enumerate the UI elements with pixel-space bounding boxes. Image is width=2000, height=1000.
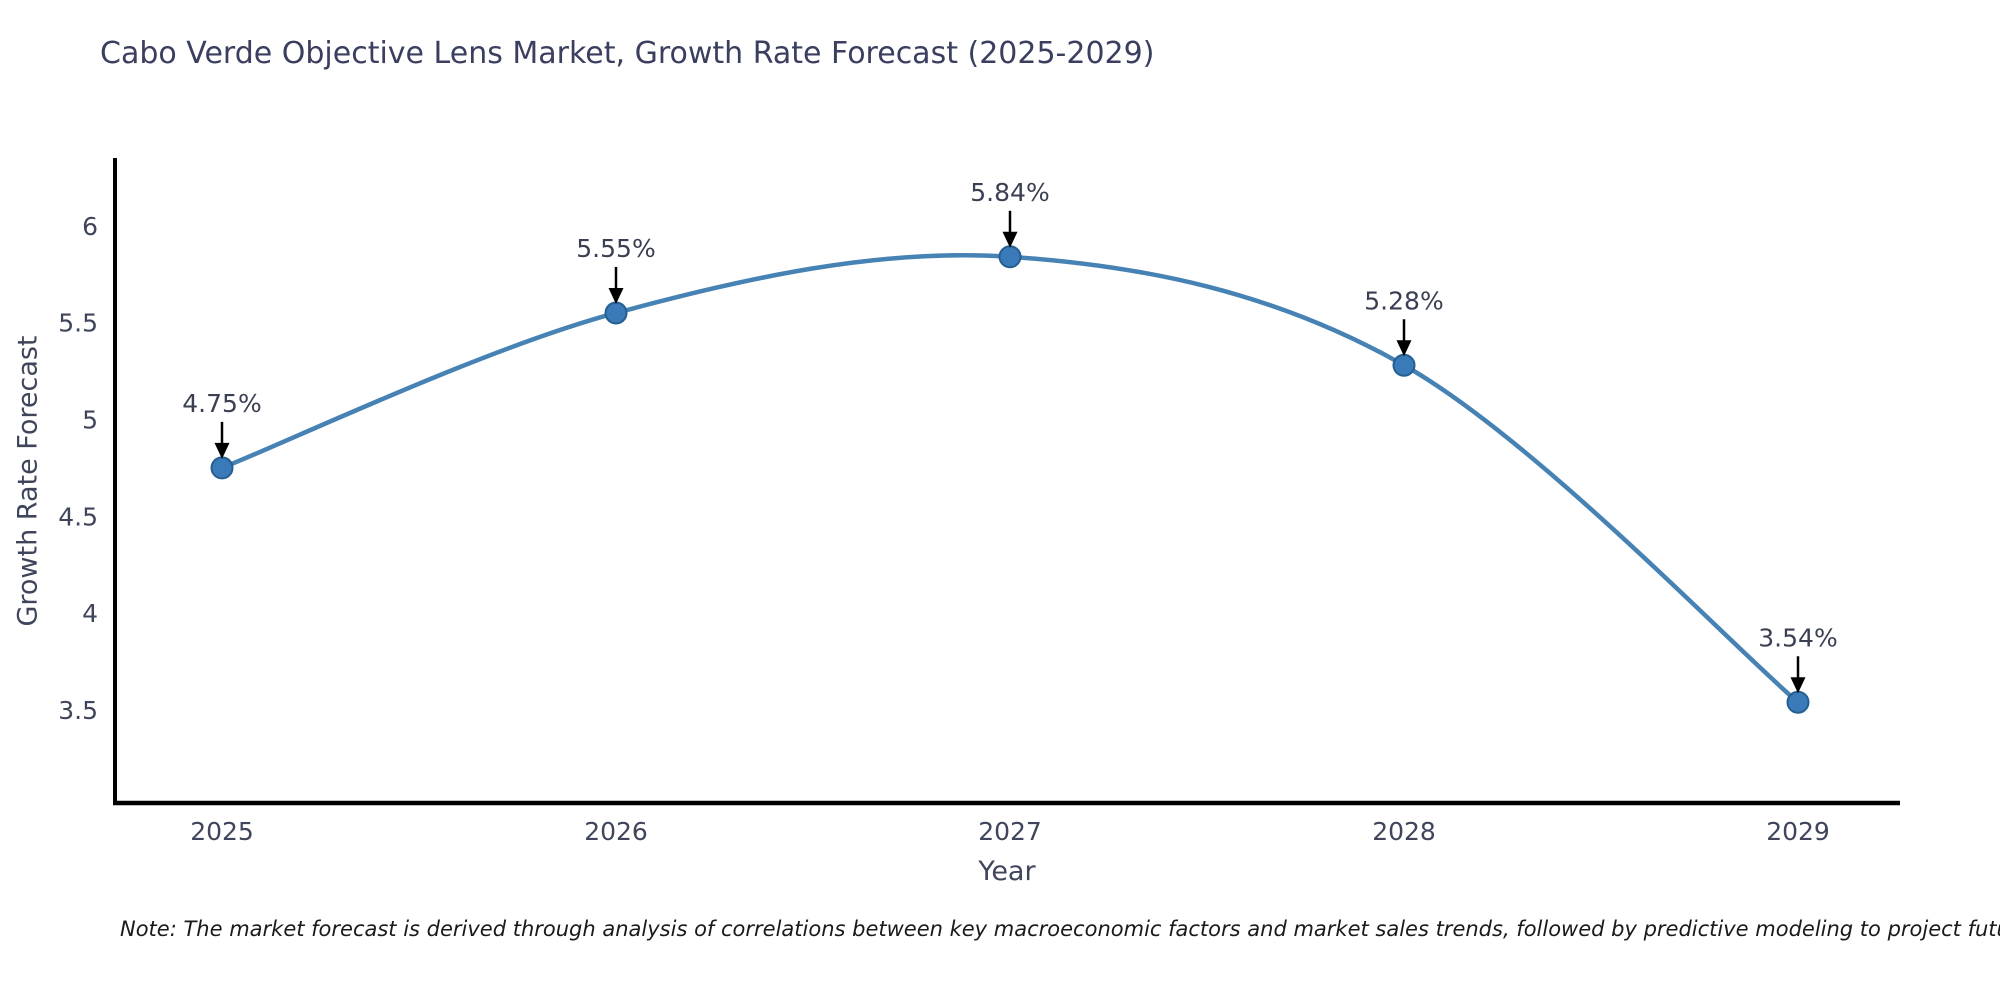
annotation-arrow-head: [1002, 231, 1018, 248]
y-tick-label: 6: [82, 212, 98, 241]
annotation-arrow-head: [1396, 340, 1412, 357]
annotation-label: 5.28%: [1364, 286, 1443, 315]
y-tick-label: 5: [82, 405, 98, 434]
annotation-arrow-head: [214, 442, 230, 459]
annotation-label: 4.75%: [182, 389, 261, 418]
x-tick-label: 2028: [1372, 817, 1436, 846]
chart-title: Cabo Verde Objective Lens Market, Growth…: [100, 36, 1155, 71]
data-point-marker-2028: [1392, 353, 1416, 377]
data-point-marker-2029: [1786, 690, 1810, 714]
annotation-label: 5.55%: [576, 234, 655, 263]
data-point-marker-2026: [604, 301, 628, 325]
y-tick-label: 4: [82, 599, 98, 628]
y-tick-label: 4.5: [58, 502, 98, 531]
y-axis-title: Growth Rate Forecast: [12, 335, 44, 627]
annotation-label: 3.54%: [1758, 623, 1837, 652]
x-axis-title: Year: [978, 856, 1036, 887]
x-tick-label: 2026: [584, 817, 648, 846]
annotation-label: 5.84%: [970, 178, 1049, 207]
annotation-arrow-head: [1790, 677, 1806, 694]
data-point-marker-2025: [210, 456, 234, 480]
footnote: Note: The market forecast is derived thr…: [120, 917, 2000, 941]
annotation-arrow-head: [608, 287, 624, 304]
y-tick-label: 3.5: [58, 696, 98, 725]
series-line: [219, 253, 1801, 705]
x-tick-label: 2029: [1766, 817, 1830, 846]
data-point-marker-2027: [998, 245, 1022, 269]
x-tick-label: 2027: [978, 817, 1042, 846]
y-tick-label: 5.5: [58, 309, 98, 338]
x-tick-label: 2025: [190, 817, 254, 846]
